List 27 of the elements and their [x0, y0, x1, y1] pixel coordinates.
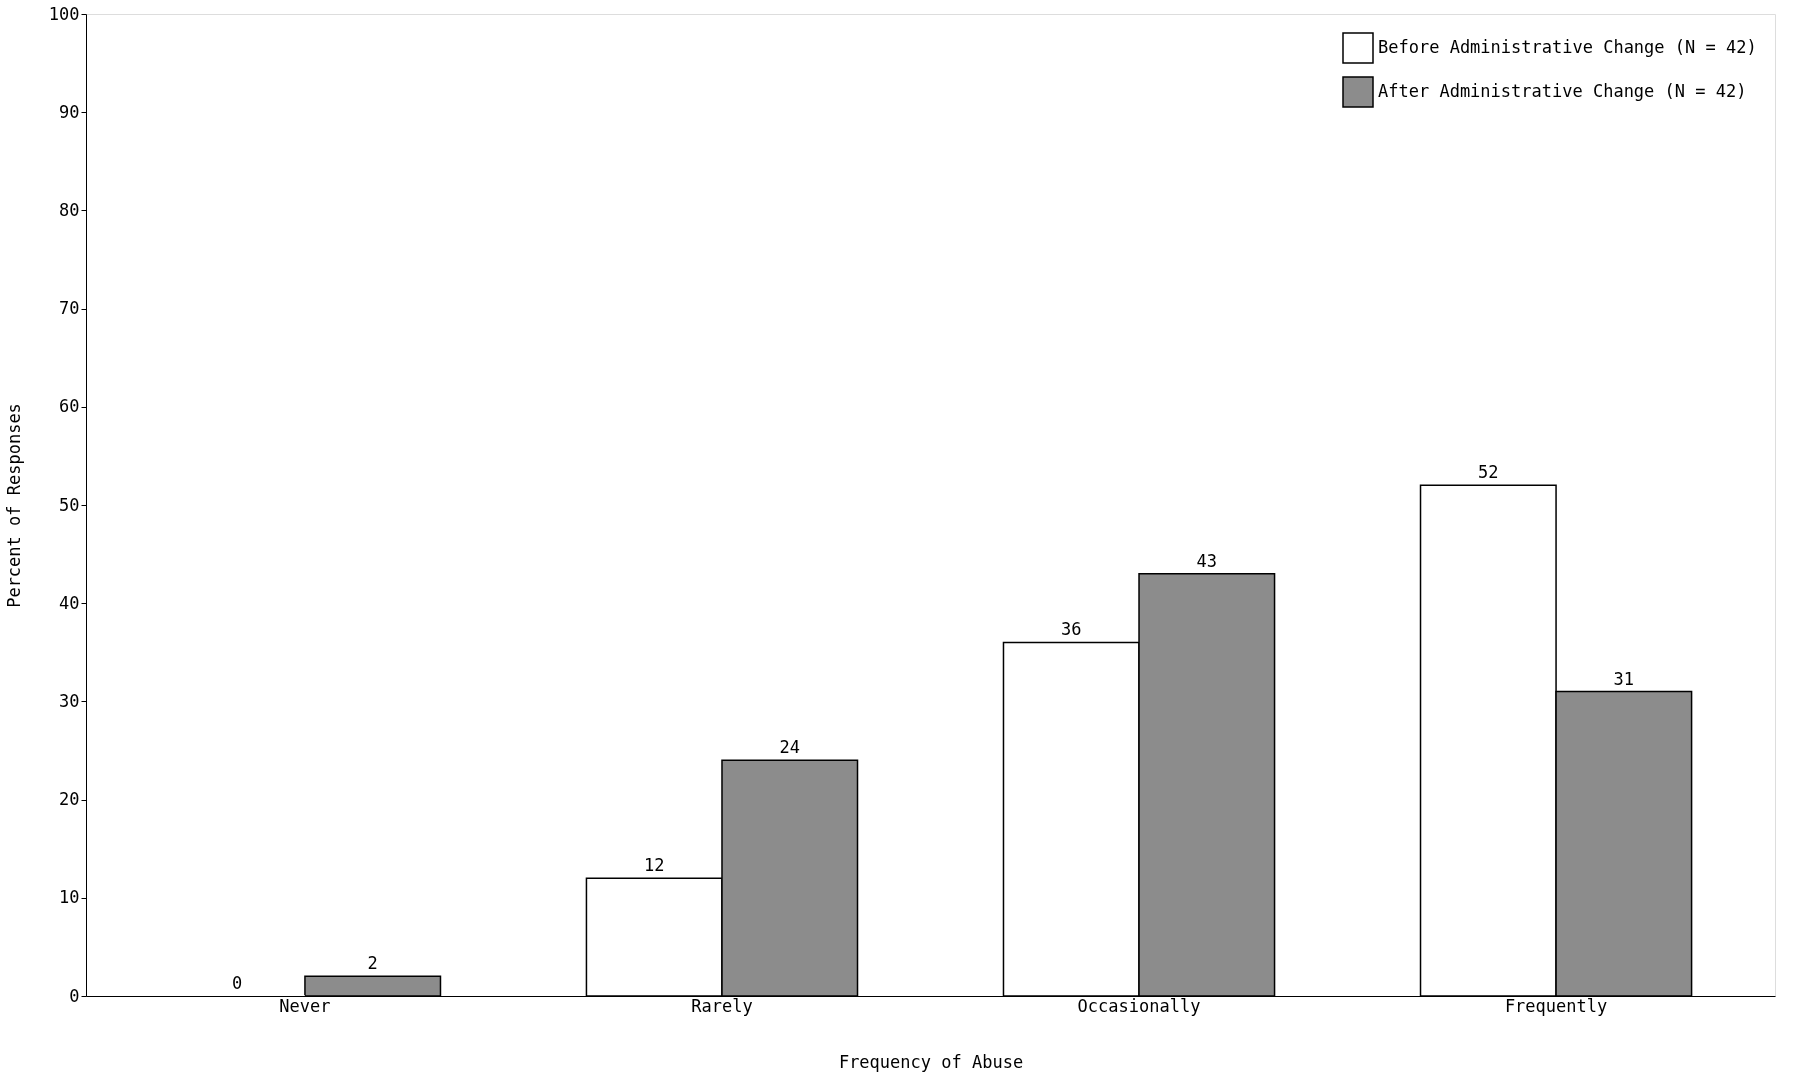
y-tick-label: 60: [59, 396, 80, 417]
y-tick-label: 0: [69, 985, 80, 1006]
y-tick-label: 70: [59, 298, 80, 319]
data-label: 24: [779, 737, 800, 758]
y-tick-label: 100: [48, 3, 80, 24]
y-tick-label: 90: [59, 101, 80, 122]
y-tick-label: 10: [59, 887, 80, 908]
y-tick-label: 30: [59, 690, 80, 711]
y-tick-label: 50: [59, 494, 80, 515]
x-tick-label: Rarely: [691, 995, 753, 1016]
data-label: 2: [367, 953, 378, 974]
y-tick-label: 80: [59, 199, 80, 220]
y-tick-label: 20: [59, 789, 80, 810]
data-label: 52: [1478, 462, 1499, 483]
legend-label: Before Administrative Change (N = 42): [1378, 37, 1757, 57]
data-label: 0: [232, 973, 243, 993]
y-tick-label: 40: [59, 592, 80, 613]
data-label: 36: [1061, 619, 1082, 640]
legend-label: After Administrative Change (N = 42): [1378, 81, 1747, 101]
x-tick-label: Occasionally: [1077, 995, 1201, 1016]
data-label: 12: [643, 855, 665, 876]
x-tick-label: Never: [279, 995, 331, 1016]
data-label: 31: [1613, 668, 1635, 689]
y-axis-title: Percent of Responses: [3, 403, 24, 608]
x-axis-title: Frequency of Abuse: [838, 1051, 1024, 1072]
x-tick-label: Frequently: [1504, 995, 1608, 1016]
data-label: 43: [1196, 550, 1218, 571]
